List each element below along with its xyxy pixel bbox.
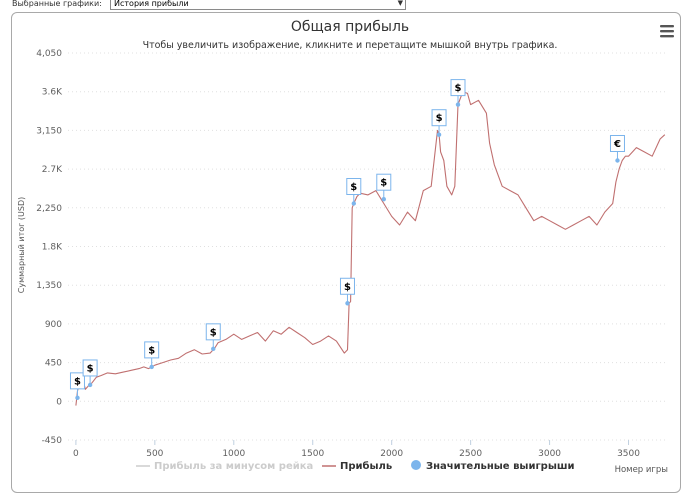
legend-item-big-wins[interactable]: Значительные выигрыши (411, 460, 575, 472)
chart-subtitle: Чтобы увеличить изображение, кликните и … (143, 40, 558, 51)
big-win-marker[interactable]: $ (431, 109, 447, 137)
y-tick-label: 1.8K (42, 243, 63, 253)
x-tick-label: 1000 (222, 449, 245, 459)
marker-point (149, 364, 154, 370)
marker-point (455, 102, 461, 107)
grid-lines (68, 52, 668, 441)
marker-label: $ (380, 178, 387, 189)
x-tick-label: 1500 (301, 449, 324, 459)
marker-flag (69, 372, 85, 390)
marker-label: $ (455, 83, 462, 94)
big-win-marker[interactable]: $ (69, 372, 85, 401)
marker-point (436, 132, 442, 137)
big-win-marker[interactable]: $ (376, 173, 392, 202)
big-win-marker[interactable]: $ (82, 359, 98, 388)
chart-frame (11, 12, 681, 493)
big-win-marker[interactable]: $ (144, 341, 160, 370)
marker-flag (339, 277, 355, 295)
profit-series-line[interactable] (75, 91, 666, 406)
marker-point (615, 158, 620, 163)
marker-flag (376, 173, 392, 191)
big-win-marker[interactable]: $ (339, 277, 355, 306)
marker-label: $ (350, 182, 357, 193)
hamburger-menu-icon[interactable] (660, 25, 674, 38)
legend-label-big-wins: Значительные выигрыши (426, 461, 575, 472)
chart-selector-label: Выбранные графики: (12, 0, 102, 8)
marker-point (87, 382, 93, 388)
marker-label: $ (148, 345, 155, 356)
marker-flag (609, 135, 625, 152)
marker-point (345, 301, 350, 306)
marker-point (351, 201, 356, 206)
big-win-marker[interactable]: $ (205, 323, 221, 352)
y-tick-label: -450 (42, 436, 63, 446)
y-tick-label: 3.6K (42, 88, 63, 98)
series-layer (75, 91, 666, 406)
big-win-marker[interactable]: $ (346, 178, 362, 206)
y-tick-label: 1,350 (36, 281, 62, 291)
marker-flag (144, 341, 160, 359)
y-tick-label: 2.7K (42, 165, 63, 175)
y-tick-label: 0 (56, 397, 62, 407)
y-axis-title: Суммарный итог (USD) (17, 197, 26, 294)
y-tick-label: 3,150 (36, 126, 62, 136)
marker-label: € (613, 139, 621, 150)
marker-label: $ (210, 327, 217, 338)
y-tick-label: 450 (45, 359, 62, 369)
big-win-marker[interactable]: € (609, 135, 625, 163)
x-tick-label: 2500 (459, 449, 482, 459)
y-axis: -450 0 450 900 1,350 1.8K 2,250 2.7K 3,150 3.6K 4,… (36, 49, 63, 446)
x-tick-label: 3000 (538, 449, 561, 459)
chart-selector-value: История прибыли (114, 0, 189, 8)
y-tick-label: 4,050 (36, 49, 62, 59)
marker-flag (450, 79, 466, 97)
marker-label: $ (436, 113, 443, 124)
marker-point (211, 346, 216, 352)
marker-flag (205, 323, 221, 341)
x-axis-title: Номер игры (615, 465, 668, 475)
x-tick-label: 2000 (380, 449, 403, 459)
legend-item-profit[interactable]: Прибыль (322, 460, 392, 472)
markers-layer: $ $ $ $ $ $ $ $ $ € (69, 79, 625, 401)
x-axis: 0 500 1000 1500 2000 2500 3000 3500 (73, 440, 640, 459)
marker-flag (431, 109, 447, 127)
legend-label-profit: Прибыль (340, 460, 392, 472)
chart-selector-dropdown[interactable]: История прибыли ▼ (110, 0, 406, 10)
marker-label: $ (87, 363, 94, 374)
legend-item-net-profit[interactable]: Прибыль за минусом рейка (136, 460, 313, 472)
big-win-marker[interactable]: $ (450, 79, 466, 107)
marker-label: $ (344, 282, 351, 293)
x-tick-label: 500 (146, 449, 163, 459)
marker-label: $ (74, 376, 81, 387)
marker-flag (346, 178, 362, 195)
x-tick-label: 0 (73, 449, 79, 459)
y-tick-label: 900 (45, 320, 62, 330)
marker-flag (82, 359, 98, 377)
legend-label-net-profit: Прибыль за минусом рейка (154, 460, 313, 472)
marker-point (75, 395, 80, 401)
marker-point (381, 197, 386, 202)
chart-selector-bar: Выбранные графики: История прибыли ▼ (0, 0, 689, 12)
chevron-down-icon: ▼ (397, 0, 403, 7)
x-tick-label: 3500 (617, 449, 640, 459)
y-tick-label: 2,250 (36, 204, 62, 214)
chart-title: Общая прибыль (291, 19, 409, 35)
legend: Прибыль за минусом рейка Прибыль Значите… (136, 460, 575, 472)
